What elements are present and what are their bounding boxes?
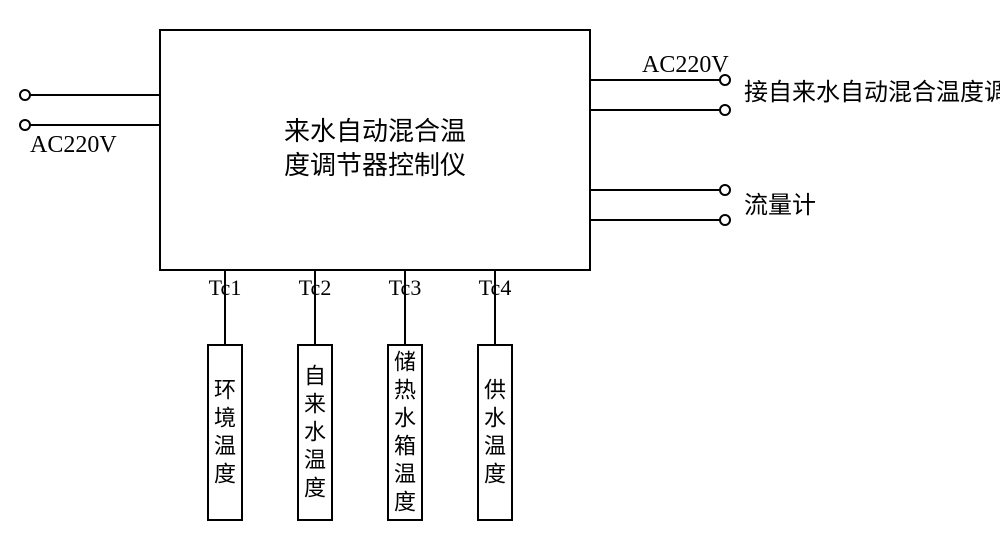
sensor-label-1: 度 (214, 462, 236, 487)
left-input-label: AC220V (30, 132, 117, 158)
sensor-label-3: 温 (394, 462, 416, 487)
right-output-label-1: 流量计 (744, 192, 816, 219)
controller-title-line2: 度调节器控制仪 (284, 151, 466, 180)
terminal-icon (720, 215, 730, 225)
sensor-label-4: 度 (484, 462, 506, 487)
sensor-label-2: 水 (304, 420, 326, 445)
sensor-label-3: 度 (394, 490, 416, 515)
sensor-label-2: 自 (304, 364, 326, 389)
controller-title-line1: 来水自动混合温 (284, 117, 466, 146)
sensor-label-2: 度 (304, 476, 326, 501)
sensor-label-3: 储 (394, 350, 416, 375)
sensor-label-2: 来 (304, 392, 326, 417)
sensor-label-4: 温 (484, 434, 506, 459)
right-output-above-label-0: AC220V (642, 52, 729, 78)
sensor-label-3: 水 (394, 406, 416, 431)
sensor-label-2: 温 (304, 448, 326, 473)
terminal-icon (20, 90, 30, 100)
sensor-label-3: 箱 (394, 434, 416, 459)
terminal-icon (720, 185, 730, 195)
terminal-icon (20, 120, 30, 130)
sensor-label-1: 环 (214, 378, 236, 403)
sensor-label-1: 温 (214, 434, 236, 459)
right-output-label-0: 接自来水自动混合温度调节阀 (744, 79, 1000, 106)
sensor-label-4: 供 (484, 378, 506, 403)
sensor-label-1: 境 (214, 406, 236, 431)
sensor-label-3: 热 (394, 378, 416, 403)
terminal-icon (720, 105, 730, 115)
sensor-label-4: 水 (484, 406, 506, 431)
